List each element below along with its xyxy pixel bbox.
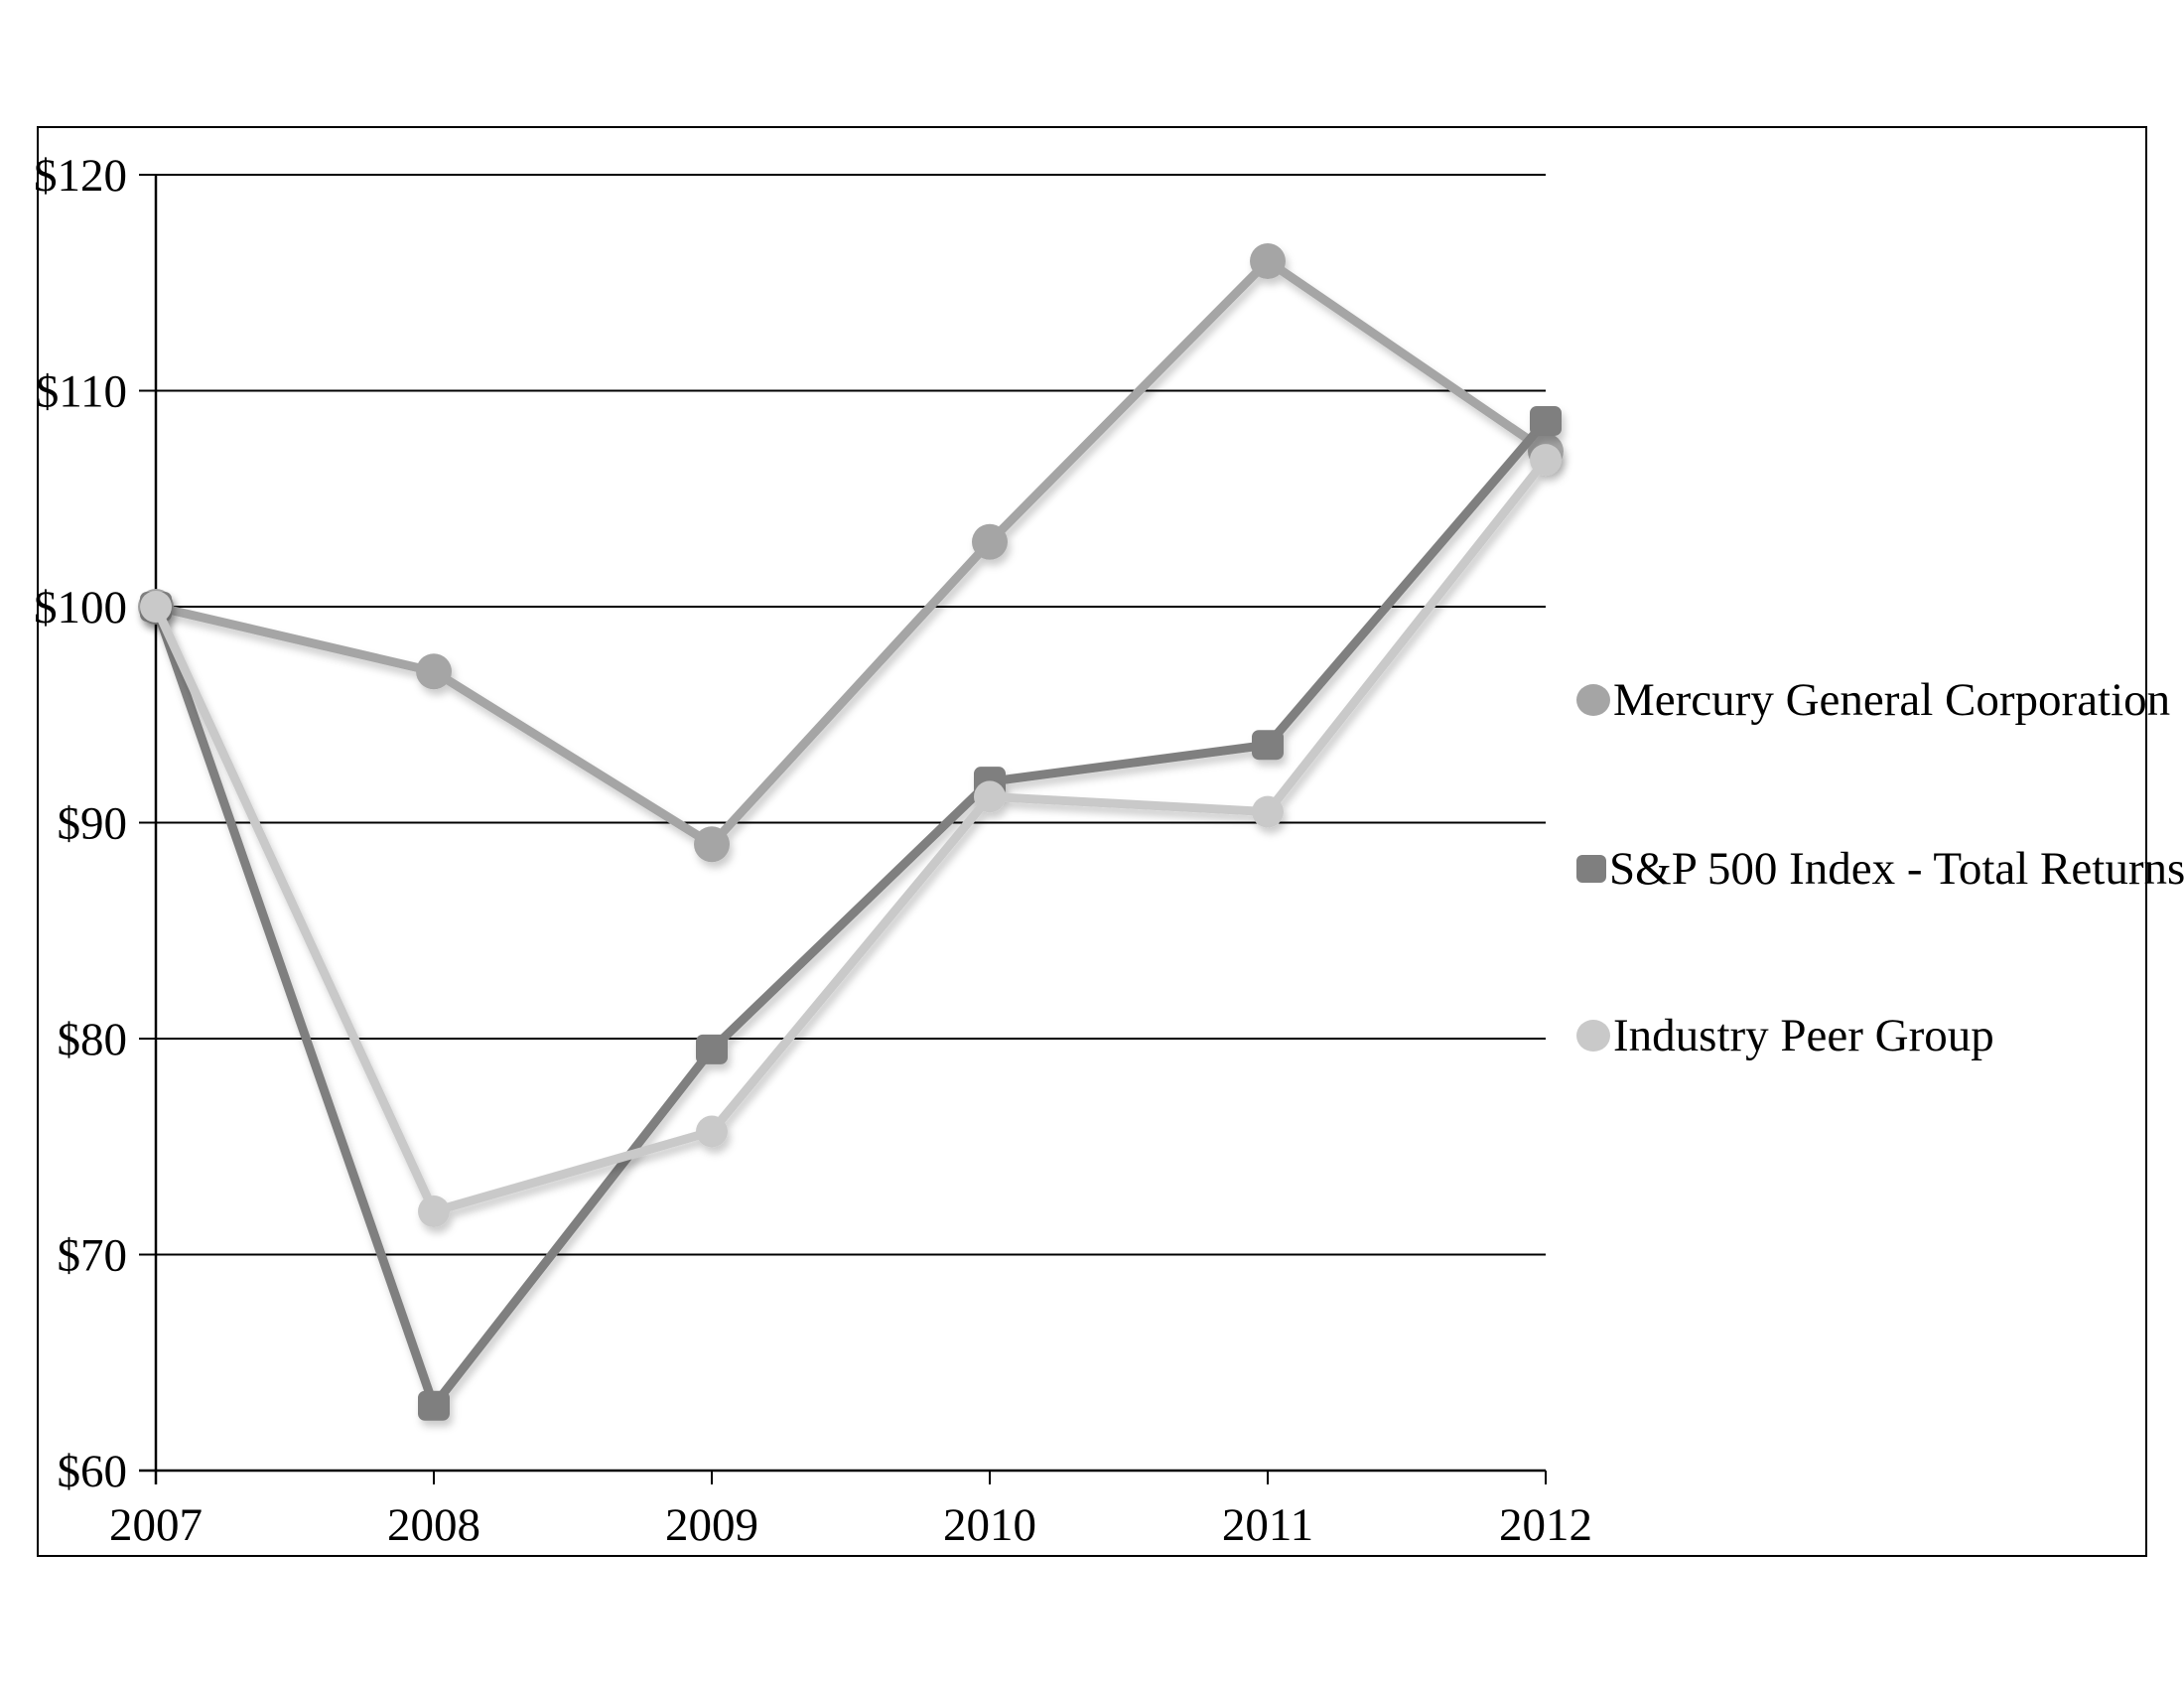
x-tick-label: 2011 bbox=[1222, 1499, 1313, 1551]
series-line-2 bbox=[151, 455, 1551, 1216]
y-tick-label: $120 bbox=[34, 150, 127, 202]
x-tick-label: 2012 bbox=[1499, 1499, 1592, 1551]
legend-item-industry-peer-group: Industry Peer Group bbox=[1576, 1010, 1994, 1061]
y-tick-label: $110 bbox=[36, 366, 127, 418]
legend-label-mercury-general: Mercury General Corporation bbox=[1613, 674, 2171, 726]
data-point-marker bbox=[418, 1196, 450, 1227]
sp500-series-marker-icon bbox=[1576, 855, 1606, 883]
legend-item-sp500: S&P 500 Index - Total Returns bbox=[1576, 843, 2184, 895]
data-point-marker bbox=[696, 1034, 728, 1064]
series-group-1 bbox=[140, 405, 1562, 1421]
series-group-2 bbox=[140, 444, 1562, 1227]
series-line-1 bbox=[151, 416, 1551, 1411]
data-point-marker bbox=[1252, 730, 1284, 761]
data-point-marker bbox=[696, 1115, 728, 1148]
data-point-marker bbox=[416, 653, 452, 690]
y-tick-label: $90 bbox=[58, 798, 128, 850]
data-point-marker bbox=[1530, 405, 1562, 436]
x-tick-label: 2007 bbox=[109, 1499, 203, 1551]
data-point-marker bbox=[972, 523, 1008, 560]
data-point-marker bbox=[974, 780, 1006, 813]
data-point-marker bbox=[1250, 243, 1286, 279]
industry-peer-series-marker-icon bbox=[1576, 1020, 1610, 1052]
y-tick-label: $80 bbox=[58, 1014, 128, 1065]
data-point-marker bbox=[140, 591, 172, 623]
legend-item-mercury-general: Mercury General Corporation bbox=[1576, 674, 2170, 726]
x-tick-label: 2009 bbox=[665, 1499, 758, 1551]
data-point-marker bbox=[418, 1390, 450, 1421]
data-point-marker bbox=[1530, 444, 1562, 477]
chart-frame bbox=[37, 126, 2147, 1557]
legend-label-industry-peer-group: Industry Peer Group bbox=[1613, 1010, 1994, 1061]
series-group-0 bbox=[138, 243, 1564, 863]
y-tick-label: $100 bbox=[34, 582, 127, 633]
data-point-marker bbox=[694, 826, 730, 863]
series-line-0 bbox=[151, 256, 1551, 849]
x-tick-label: 2008 bbox=[387, 1499, 480, 1551]
x-tick-label: 2010 bbox=[943, 1499, 1036, 1551]
mercury-series-marker-icon bbox=[1576, 684, 1610, 716]
y-tick-label: $70 bbox=[58, 1230, 128, 1282]
data-point-marker bbox=[1252, 795, 1284, 828]
legend-label-sp500: S&P 500 Index - Total Returns bbox=[1609, 843, 2184, 895]
y-tick-label: $60 bbox=[58, 1446, 128, 1497]
